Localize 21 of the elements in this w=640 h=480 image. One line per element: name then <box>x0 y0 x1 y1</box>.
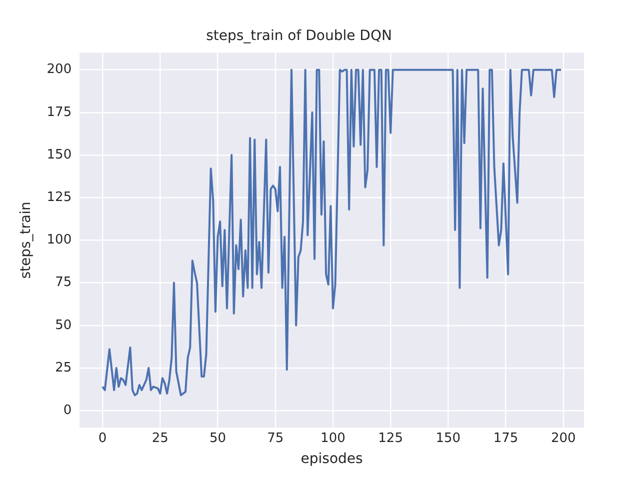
x-tick-label: 125 <box>378 430 403 446</box>
x-tick-label: 50 <box>209 430 226 446</box>
x-tick-label: 100 <box>320 430 346 446</box>
y-tick-label: 50 <box>55 318 72 333</box>
chart-title: steps_train of Double DQN <box>206 28 392 44</box>
y-tick-label: 75 <box>55 275 72 290</box>
x-tick-label: 75 <box>267 430 284 446</box>
x-tick-label: 200 <box>550 430 576 446</box>
x-tick-label: 175 <box>493 430 518 446</box>
x-tick-label: 0 <box>98 430 107 446</box>
y-axis-title: steps_train <box>18 202 34 279</box>
y-tick-label: 175 <box>46 104 72 120</box>
y-tick-label: 150 <box>46 147 72 162</box>
y-tick-label: 100 <box>46 232 72 248</box>
y-tick-label: 125 <box>46 190 72 205</box>
y-tick-label: 0 <box>63 402 72 418</box>
x-tick-label: 150 <box>436 430 461 446</box>
y-tick-label: 25 <box>55 360 72 376</box>
x-tick-label: 25 <box>152 430 168 446</box>
y-tick-label: 200 <box>46 62 72 78</box>
x-axis-title: episodes <box>300 451 363 468</box>
